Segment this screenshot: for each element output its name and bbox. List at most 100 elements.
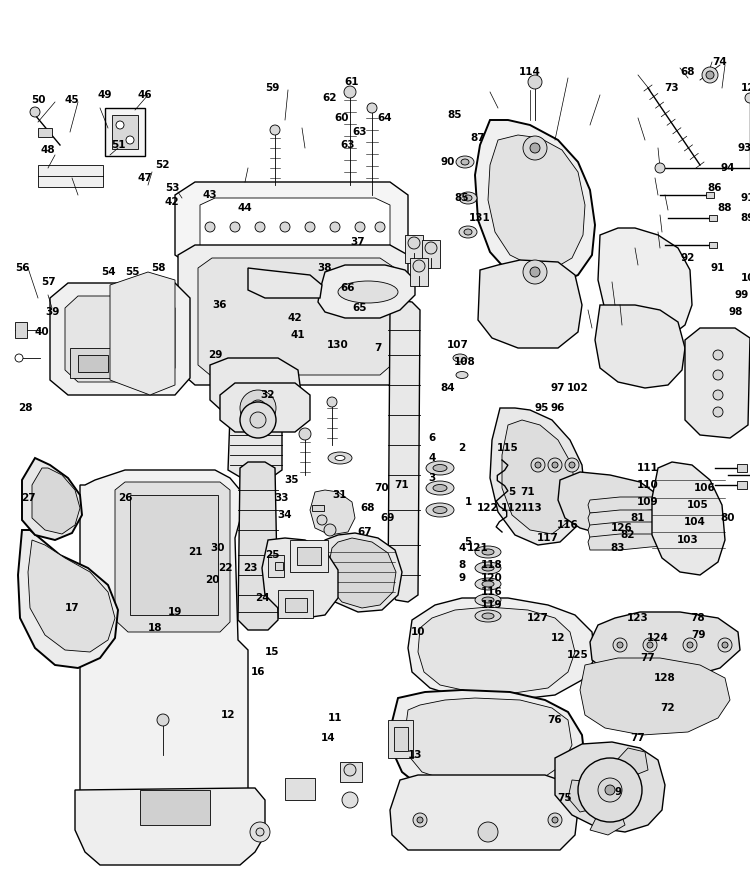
Text: 78: 78 — [691, 613, 705, 623]
Bar — [38, 128, 52, 137]
Text: 71: 71 — [394, 480, 410, 490]
Text: 79: 79 — [691, 630, 705, 640]
Circle shape — [531, 458, 545, 472]
Bar — [130, 495, 218, 615]
Bar — [340, 762, 362, 782]
Ellipse shape — [426, 481, 454, 495]
Text: 83: 83 — [610, 543, 626, 553]
Circle shape — [240, 390, 276, 426]
Circle shape — [548, 458, 562, 472]
Bar — [140, 790, 210, 825]
Polygon shape — [320, 533, 402, 612]
Polygon shape — [488, 135, 585, 268]
Polygon shape — [18, 530, 118, 668]
Text: 67: 67 — [358, 527, 372, 537]
Text: 18: 18 — [148, 623, 162, 633]
Circle shape — [598, 778, 622, 802]
Text: 26: 26 — [118, 493, 132, 503]
Polygon shape — [598, 228, 692, 338]
Circle shape — [270, 125, 280, 135]
Circle shape — [250, 822, 270, 842]
Text: 77: 77 — [640, 653, 656, 663]
Bar — [709, 215, 717, 221]
Text: 52: 52 — [154, 160, 170, 170]
Bar — [70, 348, 115, 378]
Text: 43: 43 — [202, 190, 217, 200]
Text: 46: 46 — [138, 90, 152, 100]
Circle shape — [15, 354, 23, 362]
Text: 93: 93 — [738, 143, 750, 153]
Bar — [422, 240, 440, 268]
Text: 19: 19 — [168, 607, 182, 617]
Text: 66: 66 — [340, 283, 356, 293]
Ellipse shape — [482, 597, 494, 603]
Text: 68: 68 — [361, 503, 375, 513]
Polygon shape — [588, 522, 700, 538]
Ellipse shape — [475, 594, 501, 606]
Circle shape — [713, 390, 723, 400]
Ellipse shape — [426, 461, 454, 475]
Text: 109: 109 — [638, 497, 658, 507]
Text: 90: 90 — [441, 157, 455, 167]
Text: 82: 82 — [621, 530, 635, 540]
Text: 13: 13 — [408, 750, 422, 760]
Text: 3: 3 — [428, 473, 436, 483]
Circle shape — [205, 222, 215, 232]
Text: 22: 22 — [217, 563, 232, 573]
Text: 29: 29 — [208, 350, 222, 360]
Polygon shape — [408, 598, 595, 700]
Circle shape — [578, 758, 642, 822]
Text: 24: 24 — [255, 593, 269, 603]
Text: 39: 39 — [45, 307, 59, 317]
Circle shape — [530, 143, 540, 153]
Circle shape — [344, 764, 356, 776]
Text: 17: 17 — [64, 603, 80, 613]
Ellipse shape — [461, 159, 469, 165]
Polygon shape — [405, 698, 572, 785]
Polygon shape — [310, 490, 355, 535]
Circle shape — [647, 642, 653, 648]
Text: 103: 103 — [677, 535, 699, 545]
Text: 116: 116 — [482, 587, 502, 597]
Text: 59: 59 — [265, 83, 279, 93]
Circle shape — [299, 428, 311, 440]
Text: 9: 9 — [458, 573, 466, 583]
Text: 70: 70 — [375, 483, 389, 493]
Text: 87: 87 — [471, 133, 485, 143]
Ellipse shape — [464, 229, 472, 235]
Text: 9: 9 — [614, 787, 622, 797]
Bar — [278, 590, 313, 618]
Circle shape — [256, 828, 264, 836]
Circle shape — [702, 67, 718, 83]
Circle shape — [116, 121, 124, 129]
Text: 76: 76 — [548, 715, 562, 725]
Text: 50: 50 — [31, 95, 45, 105]
Bar — [285, 598, 307, 612]
Polygon shape — [262, 538, 338, 618]
Polygon shape — [28, 540, 115, 652]
Bar — [105, 108, 145, 156]
Ellipse shape — [459, 192, 477, 204]
Text: 122: 122 — [477, 503, 499, 513]
Text: 71: 71 — [520, 487, 536, 497]
Ellipse shape — [482, 613, 494, 619]
Circle shape — [280, 222, 290, 232]
Text: 58: 58 — [151, 263, 165, 273]
Text: 105: 105 — [687, 500, 709, 510]
Text: 113: 113 — [521, 503, 543, 513]
Text: 108: 108 — [454, 357, 476, 367]
Bar — [15, 322, 27, 338]
Circle shape — [713, 370, 723, 380]
Ellipse shape — [433, 507, 447, 514]
Text: 37: 37 — [351, 237, 365, 247]
Bar — [312, 505, 324, 511]
Circle shape — [425, 242, 437, 254]
Circle shape — [548, 813, 562, 827]
Text: 31: 31 — [333, 490, 347, 500]
Text: 117: 117 — [537, 533, 559, 543]
Circle shape — [317, 515, 327, 525]
Bar — [405, 235, 423, 263]
Circle shape — [565, 458, 579, 472]
Bar — [290, 540, 328, 572]
Circle shape — [523, 136, 547, 160]
